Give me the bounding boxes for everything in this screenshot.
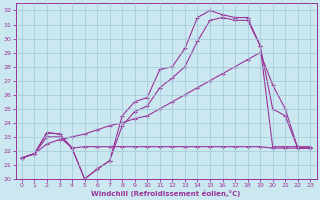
X-axis label: Windchill (Refroidissement éolien,°C): Windchill (Refroidissement éolien,°C): [92, 190, 241, 197]
